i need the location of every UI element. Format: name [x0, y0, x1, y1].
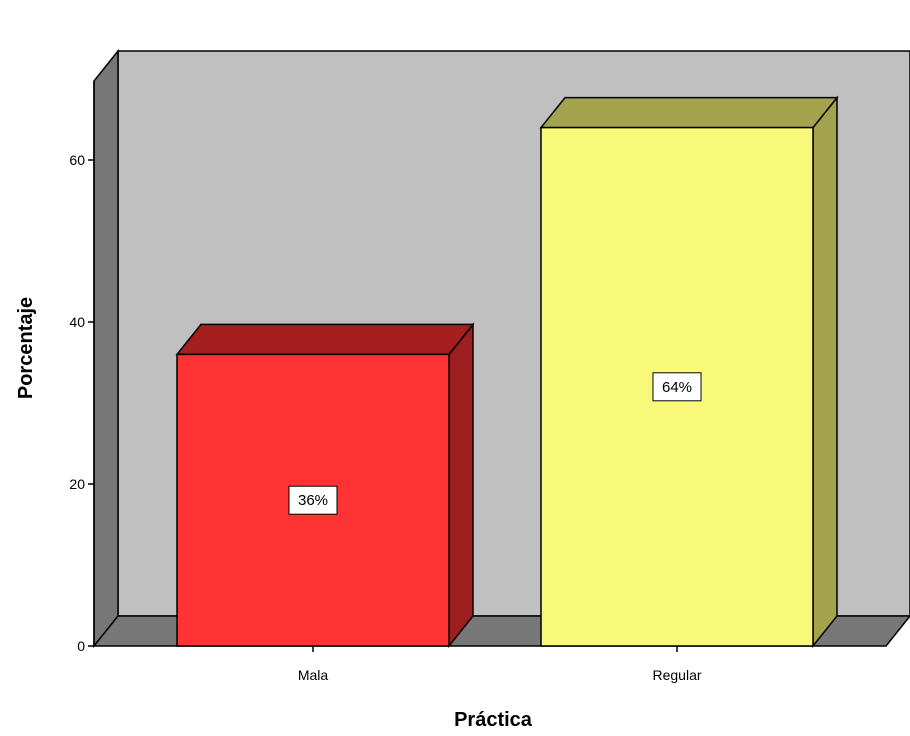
data-label: 36%	[298, 492, 328, 509]
data-labels: 36% 64%	[288, 372, 702, 515]
data-label: 64%	[662, 379, 692, 396]
bar-side	[812, 95, 838, 649]
y-axis-title: Porcentaje	[15, 297, 37, 399]
bar-top	[539, 96, 839, 129]
x-tick-label: Regular	[652, 667, 701, 683]
bar-side	[448, 322, 474, 649]
bar-top	[175, 323, 475, 356]
data-label-box	[652, 372, 702, 402]
x-axis-title: Práctica	[454, 709, 533, 731]
side-wall	[93, 48, 119, 649]
y-tick-label: 0	[77, 638, 85, 654]
x-axis: Mala Regular	[298, 646, 702, 683]
data-label-box	[288, 485, 338, 515]
y-axis: 0 20 40 60	[69, 81, 95, 654]
y-tick-label: 40	[69, 314, 85, 330]
x-tick-label: Mala	[298, 667, 329, 683]
y-tick-label: 60	[69, 152, 85, 168]
y-tick-label: 20	[69, 476, 85, 492]
